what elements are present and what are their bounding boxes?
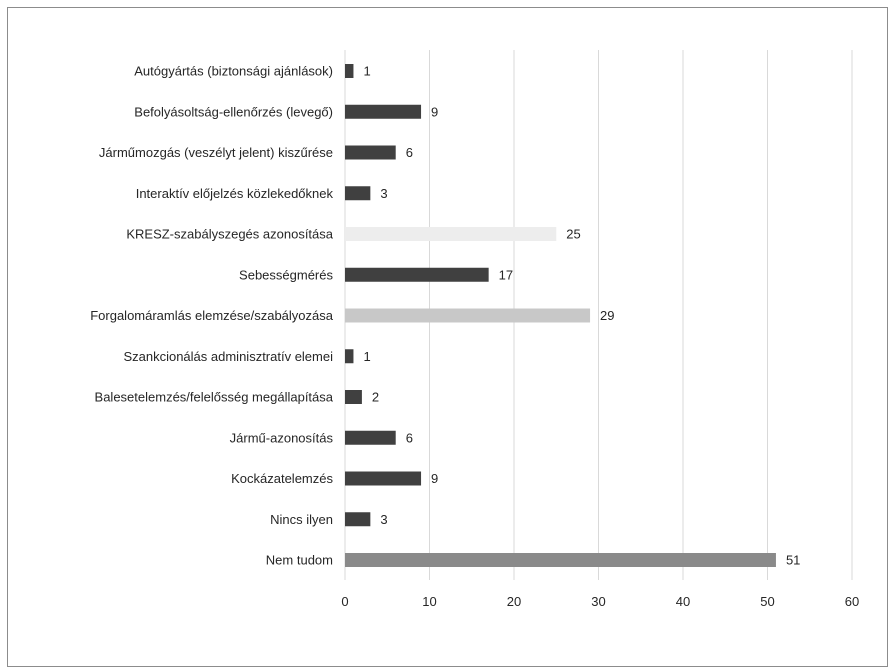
category-label-3: Interaktív előjelzés közlekedőknek [136, 186, 334, 201]
category-label-7: Szankcionálás adminisztratív elemei [123, 349, 333, 364]
x-tick-label-0: 0 [341, 594, 348, 609]
bar-chart: Autógyártás (biztonsági ajánlások) Befoly… [90, 50, 859, 609]
category-label-11: Nincs ilyen [270, 512, 333, 527]
data-label-11: 3 [380, 512, 387, 527]
data-label-8: 2 [372, 390, 379, 405]
bar-11 [345, 512, 371, 527]
gridlines [344, 50, 853, 580]
data-label-4: 25 [566, 227, 580, 242]
data-labels: 1 9 6 3 25 17 29 1 2 6 9 3 51 [363, 64, 800, 568]
x-tick-label-20: 20 [507, 594, 521, 609]
bar-7 [345, 349, 354, 364]
bar-10 [345, 471, 422, 486]
category-label-9: Jármű-azonosítás [230, 430, 334, 445]
x-axis-ticks: 0 10 20 30 40 50 60 [341, 594, 859, 609]
data-label-1: 9 [431, 104, 438, 119]
category-label-2: Járműmozgás (veszélyt jelent) kiszűrése [99, 145, 333, 160]
category-label-6: Forgalomáramlás elemzése/szabályozása [90, 308, 334, 323]
category-label-10: Kockázatelemzés [231, 471, 333, 486]
bar-5 [345, 267, 489, 282]
x-tick-label-40: 40 [676, 594, 690, 609]
bar-8 [345, 390, 362, 404]
category-label-1: Befolyásoltság-ellenőrzés (levegő) [134, 104, 333, 119]
bar-0 [345, 64, 354, 78]
category-label-4: KRESZ-szabályszegés azonosítása [126, 227, 333, 242]
bars [345, 64, 776, 567]
data-label-10: 9 [431, 471, 438, 486]
category-label-8: Balesetelemzés/felelősség megállapítása [95, 390, 334, 405]
bar-1 [345, 104, 422, 119]
bar-9 [345, 430, 396, 445]
data-label-2: 6 [406, 145, 413, 160]
x-tick-label-10: 10 [422, 594, 436, 609]
category-label-12: Nem tudom [266, 553, 333, 568]
category-label-5: Sebességmérés [239, 267, 333, 282]
data-label-7: 1 [363, 349, 370, 364]
bar-6 [345, 308, 591, 323]
data-label-6: 29 [600, 308, 614, 323]
data-label-12: 51 [786, 553, 800, 568]
x-tick-label-30: 30 [591, 594, 605, 609]
bar-3 [345, 186, 371, 201]
data-label-9: 6 [406, 430, 413, 445]
category-label-0: Autógyártás (biztonsági ajánlások) [134, 64, 333, 79]
bar-2 [345, 145, 396, 160]
bar-4 [345, 227, 557, 241]
x-tick-label-50: 50 [760, 594, 774, 609]
category-labels: Autógyártás (biztonsági ajánlások) Befoly… [90, 64, 334, 568]
data-label-3: 3 [380, 186, 387, 201]
bar-12 [345, 553, 776, 567]
data-label-0: 1 [363, 64, 370, 79]
x-tick-label-60: 60 [845, 594, 859, 609]
data-label-5: 17 [499, 267, 513, 282]
